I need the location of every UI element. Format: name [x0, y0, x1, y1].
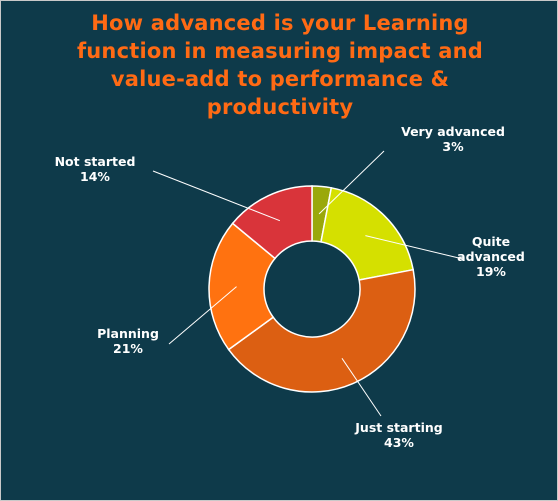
- data-label-4-line-1: Planning: [97, 326, 159, 341]
- data-labels: Very advanced 3% Quite advanced 19% Just star…: [55, 124, 525, 450]
- leader-line-1: [318, 150, 385, 215]
- chart-title: How advanced is your Learning function i…: [1, 9, 557, 121]
- data-label-5-line-1: Not started: [55, 154, 136, 169]
- data-label-4: Planning 21%: [97, 326, 159, 356]
- data-label-5-line-2: 14%: [80, 169, 110, 184]
- leader-line-3: [341, 358, 382, 417]
- data-label-1: Very advanced 3%: [401, 124, 505, 154]
- leader-line-4: [168, 286, 237, 345]
- chart-title-line-1: How advanced is your Learning: [91, 11, 469, 35]
- slice-planning: [208, 222, 277, 351]
- data-label-1-line-1: Very advanced: [401, 124, 505, 139]
- slice-just-starting: [227, 268, 416, 393]
- data-label-5: Not started 14%: [55, 154, 136, 184]
- slice-quite-advanced: [320, 186, 415, 281]
- data-label-2: Quite advanced 19%: [457, 234, 525, 279]
- data-label-2-line-1: Quite: [472, 234, 510, 249]
- leader-line-2: [365, 235, 464, 260]
- data-label-4-line-2: 21%: [113, 341, 143, 356]
- data-label-3-line-2: 43%: [384, 435, 414, 450]
- leader-lines: [152, 150, 464, 417]
- donut-slices: [208, 185, 416, 393]
- chart-title-line-2: function in measuring impact and: [76, 39, 484, 63]
- data-label-2-line-3: 19%: [476, 264, 506, 279]
- data-label-3: Just starting 43%: [354, 420, 442, 450]
- chart-title-line-3: value-add to performance &: [110, 67, 450, 91]
- data-label-2-line-2: advanced: [457, 249, 525, 264]
- data-label-1-line-2: 3%: [442, 139, 464, 154]
- data-label-3-line-1: Just starting: [354, 420, 442, 435]
- chart-title-line-4: productivity: [206, 95, 354, 119]
- slice-not-started: [231, 185, 313, 260]
- leader-line-5: [152, 170, 281, 222]
